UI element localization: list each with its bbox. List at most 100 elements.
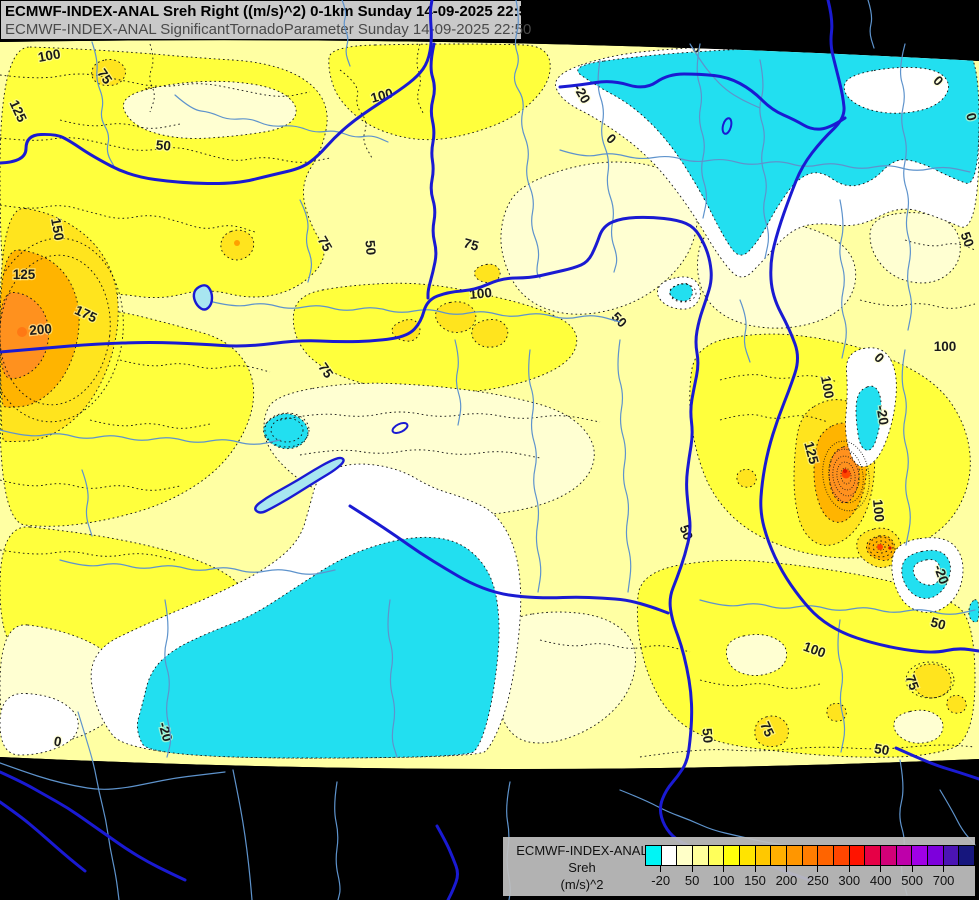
contour-value-label: 125	[801, 440, 821, 466]
legend-swatch	[880, 845, 897, 866]
legend-swatch	[723, 845, 741, 866]
river-minor	[59, 559, 336, 575]
contour-line	[416, 43, 425, 116]
contour-fill-gold	[435, 301, 477, 333]
legend-tick	[691, 866, 693, 872]
contour-line	[0, 137, 331, 163]
contour-fill-cyan	[136, 536, 500, 759]
contour-fill-cyan	[855, 385, 882, 451]
contour-line	[0, 73, 311, 97]
contour-ring	[828, 448, 864, 504]
river-minor	[91, 41, 116, 169]
contour-line	[904, 239, 976, 251]
legend-swatch	[692, 845, 709, 866]
lake	[192, 284, 214, 311]
river-major	[426, 42, 438, 300]
river-major	[435, 824, 459, 900]
contour-value-label: 75	[903, 673, 922, 693]
river-minor	[174, 94, 389, 143]
legend-swatch	[801, 845, 819, 866]
legend-tick-label: 100	[712, 873, 735, 888]
legend-tick	[660, 866, 662, 872]
contour-fill-cyan	[968, 599, 979, 623]
river-major	[0, 770, 187, 882]
river-minor	[939, 789, 976, 846]
river-minor	[0, 762, 226, 790]
legend-swatch	[754, 845, 772, 866]
legend-swatch	[786, 845, 803, 866]
legend-swatch-row	[645, 845, 976, 866]
legend-swatch	[645, 845, 662, 866]
contour-value-label: 50	[699, 727, 715, 743]
contour-value-label: 50	[155, 137, 171, 153]
contour-value-label: 100	[369, 85, 395, 105]
contour-value-label: 200	[29, 321, 53, 338]
lake	[721, 117, 733, 135]
contour-ring	[840, 467, 852, 485]
contour-fill-layer	[0, 40, 979, 770]
contour-fill-yellow	[636, 559, 976, 758]
contour-maxima-speck	[888, 546, 892, 550]
river-minor	[341, 0, 351, 67]
contour-fill-gold	[754, 715, 789, 748]
contour-line	[339, 69, 373, 159]
river-minor	[689, 43, 761, 109]
contour-fill-cream	[725, 634, 788, 676]
legend-swatch	[848, 845, 866, 866]
river-minor	[334, 781, 341, 900]
contour-fill-white	[0, 693, 79, 756]
contour-maxima-speck	[842, 468, 848, 474]
contour-fill-cream	[869, 212, 961, 284]
contour-fill-gold	[912, 663, 952, 699]
legend-swatch	[958, 845, 976, 866]
river-major	[894, 746, 979, 781]
contour-fill-gold	[946, 694, 967, 714]
legend-swatch	[707, 845, 725, 866]
contour-maxima-speck	[17, 327, 27, 337]
river-minor	[739, 299, 751, 363]
river-major	[0, 215, 812, 882]
legend-tick	[754, 866, 756, 872]
contour-ring	[822, 440, 870, 512]
legend-tick-label: 200	[775, 873, 798, 888]
contour-value-label: 50	[873, 741, 890, 758]
river-minor	[597, 59, 618, 273]
river-minor	[0, 429, 281, 445]
contour-line	[0, 479, 181, 491]
river-minor	[454, 339, 462, 426]
legend-swatch	[817, 845, 835, 866]
contour-fill-gold	[474, 263, 501, 283]
legend-tick-label: -20	[651, 873, 671, 888]
river-minor	[528, 349, 542, 593]
river-minor	[867, 0, 875, 49]
contour-fill-gold	[471, 319, 509, 348]
river-minor	[839, 199, 847, 359]
legend-tick	[785, 866, 787, 872]
contour-value-label: 125	[13, 267, 36, 282]
legend-swatch	[660, 845, 678, 866]
legend-tick-label: 300	[838, 873, 861, 888]
lake	[254, 456, 345, 514]
legend-colorbar: -20 50 100 150 200 250 300 400 500 700	[645, 845, 976, 895]
contour-line	[719, 374, 839, 383]
contour-fill-cyan	[263, 413, 309, 450]
title-bar-bg	[0, 0, 522, 40]
legend-tick	[817, 866, 819, 872]
title-line-2: ECMWF-INDEX-ANAL SignificantTornadoParam…	[5, 21, 531, 38]
legend-tick-label: 50	[684, 873, 700, 888]
river-minor	[232, 769, 253, 900]
contour-ring	[868, 536, 894, 558]
legend-swatch	[833, 845, 850, 866]
contour-fill-gold	[736, 468, 757, 488]
contour-fill-yellow	[292, 282, 578, 394]
contour-ring	[270, 417, 304, 443]
contour-value-label: 150	[48, 217, 67, 242]
contour-line	[59, 119, 181, 129]
contour-fill-cyan	[669, 282, 693, 302]
legend-tick-label: 400	[869, 873, 892, 888]
legend-tick-label: 700	[932, 873, 955, 888]
contour-value-label: 100	[934, 339, 957, 354]
contour-value-label: 75	[462, 235, 481, 254]
contour-fill-white	[843, 66, 949, 114]
